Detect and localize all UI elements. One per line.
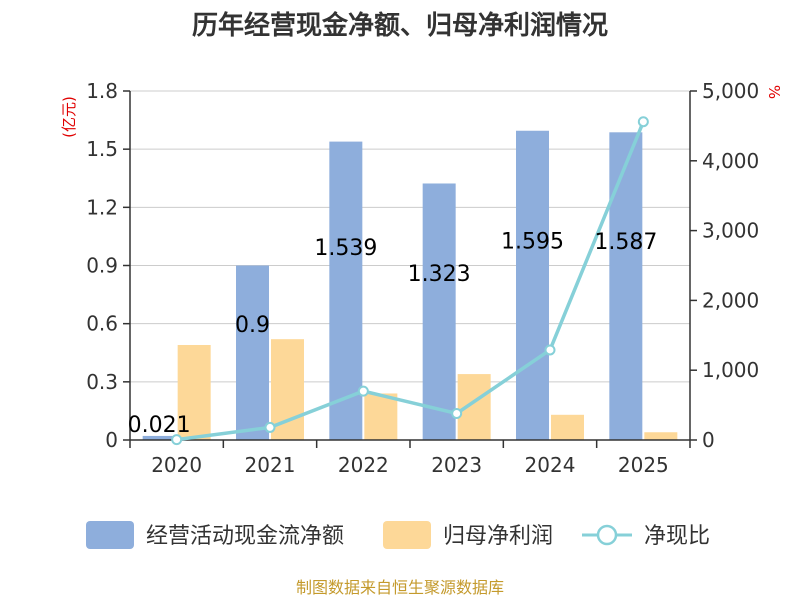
ratio-point[interactable] <box>451 407 463 419</box>
bar-profit[interactable] <box>177 344 211 440</box>
right-tick-label: 2,000 <box>702 288 759 312</box>
chart-title: 历年经营现金净额、归母净利润情况 <box>192 10 608 41</box>
bar-profit[interactable] <box>364 393 398 440</box>
data-label-cashflow: 0.021 <box>128 413 191 438</box>
bars <box>142 130 678 441</box>
data-labels: 0.021 0.9 1.539 1.323 1.595 1.587 <box>128 229 658 438</box>
right-tick-label: 5,000 <box>702 79 759 103</box>
data-label-cashflow: 1.587 <box>594 230 657 255</box>
legend-item-profit[interactable]: 归母净利润 <box>383 521 553 549</box>
x-tick-label: 2022 <box>338 453 389 477</box>
legend-item-ratio[interactable]: 净现比 <box>582 524 710 549</box>
right-tick-label: 3,000 <box>702 219 759 243</box>
x-tick-label: 2024 <box>525 453 576 477</box>
ratio-line <box>171 116 649 446</box>
left-tick-label: 0 <box>105 428 118 452</box>
legend-marker-ratio <box>596 524 618 546</box>
left-tick-label: 0.9 <box>86 254 118 278</box>
gridlines <box>130 90 690 383</box>
legend-swatch-profit <box>383 521 431 549</box>
legend-label-cashflow: 经营活动现金流净额 <box>146 524 344 549</box>
source-note: 制图数据来自恒生聚源数据库 <box>296 578 504 597</box>
bar-cashflow[interactable] <box>516 130 549 440</box>
ratio-line-path <box>176 121 645 442</box>
bar-profit[interactable] <box>551 414 584 440</box>
bar-cashflow[interactable] <box>329 141 363 441</box>
data-label-cashflow: 0.9 <box>235 313 270 338</box>
x-tick-label: 2023 <box>431 453 482 477</box>
axes <box>123 90 697 448</box>
legend-swatch-cashflow <box>86 521 134 549</box>
data-label-cashflow: 1.323 <box>408 262 471 287</box>
right-tick-label: 0 <box>702 428 715 452</box>
left-tick-label: 0.3 <box>86 370 118 394</box>
bar-cashflow[interactable] <box>142 435 176 440</box>
data-label-cashflow: 1.539 <box>314 236 377 261</box>
left-tick-label: 1.5 <box>86 137 118 161</box>
x-tick-label: 2021 <box>245 453 296 477</box>
left-tick-label: 0.6 <box>86 312 118 336</box>
right-axis-unit: % <box>765 85 783 99</box>
ratio-point[interactable] <box>264 421 276 433</box>
ratio-point[interactable] <box>544 344 556 356</box>
legend-label-profit: 归母净利润 <box>443 524 553 549</box>
bar-profit[interactable] <box>457 374 491 440</box>
bar-profit[interactable] <box>644 432 678 440</box>
bar-cashflow[interactable] <box>609 132 643 440</box>
bar-cashflow[interactable] <box>422 183 456 441</box>
right-tick-label: 1,000 <box>702 358 759 382</box>
ratio-point[interactable] <box>357 385 369 397</box>
left-tick-label: 1.2 <box>86 195 118 219</box>
x-tick-label: 2025 <box>618 453 669 477</box>
data-label-cashflow: 1.595 <box>501 229 564 254</box>
x-tick-label: 2020 <box>151 453 202 477</box>
right-tick-label: 4,000 <box>702 149 759 173</box>
left-tick-label: 1.8 <box>86 79 118 103</box>
ratio-point[interactable] <box>637 116 649 128</box>
bar-cashflow[interactable] <box>236 265 269 441</box>
ratio-point[interactable] <box>171 434 183 446</box>
legend-item-cashflow[interactable]: 经营活动现金流净额 <box>86 521 344 549</box>
tick-labels: 0 0.3 0.6 0.9 1.2 1.5 1.8 0 1,000 2,000 3,000 4,000… <box>86 79 759 477</box>
legend-label-ratio: 净现比 <box>644 524 710 549</box>
left-axis-unit: (亿元) <box>60 96 78 138</box>
legend: 经营活动现金流净额 归母净利润 净现比 <box>86 521 710 549</box>
